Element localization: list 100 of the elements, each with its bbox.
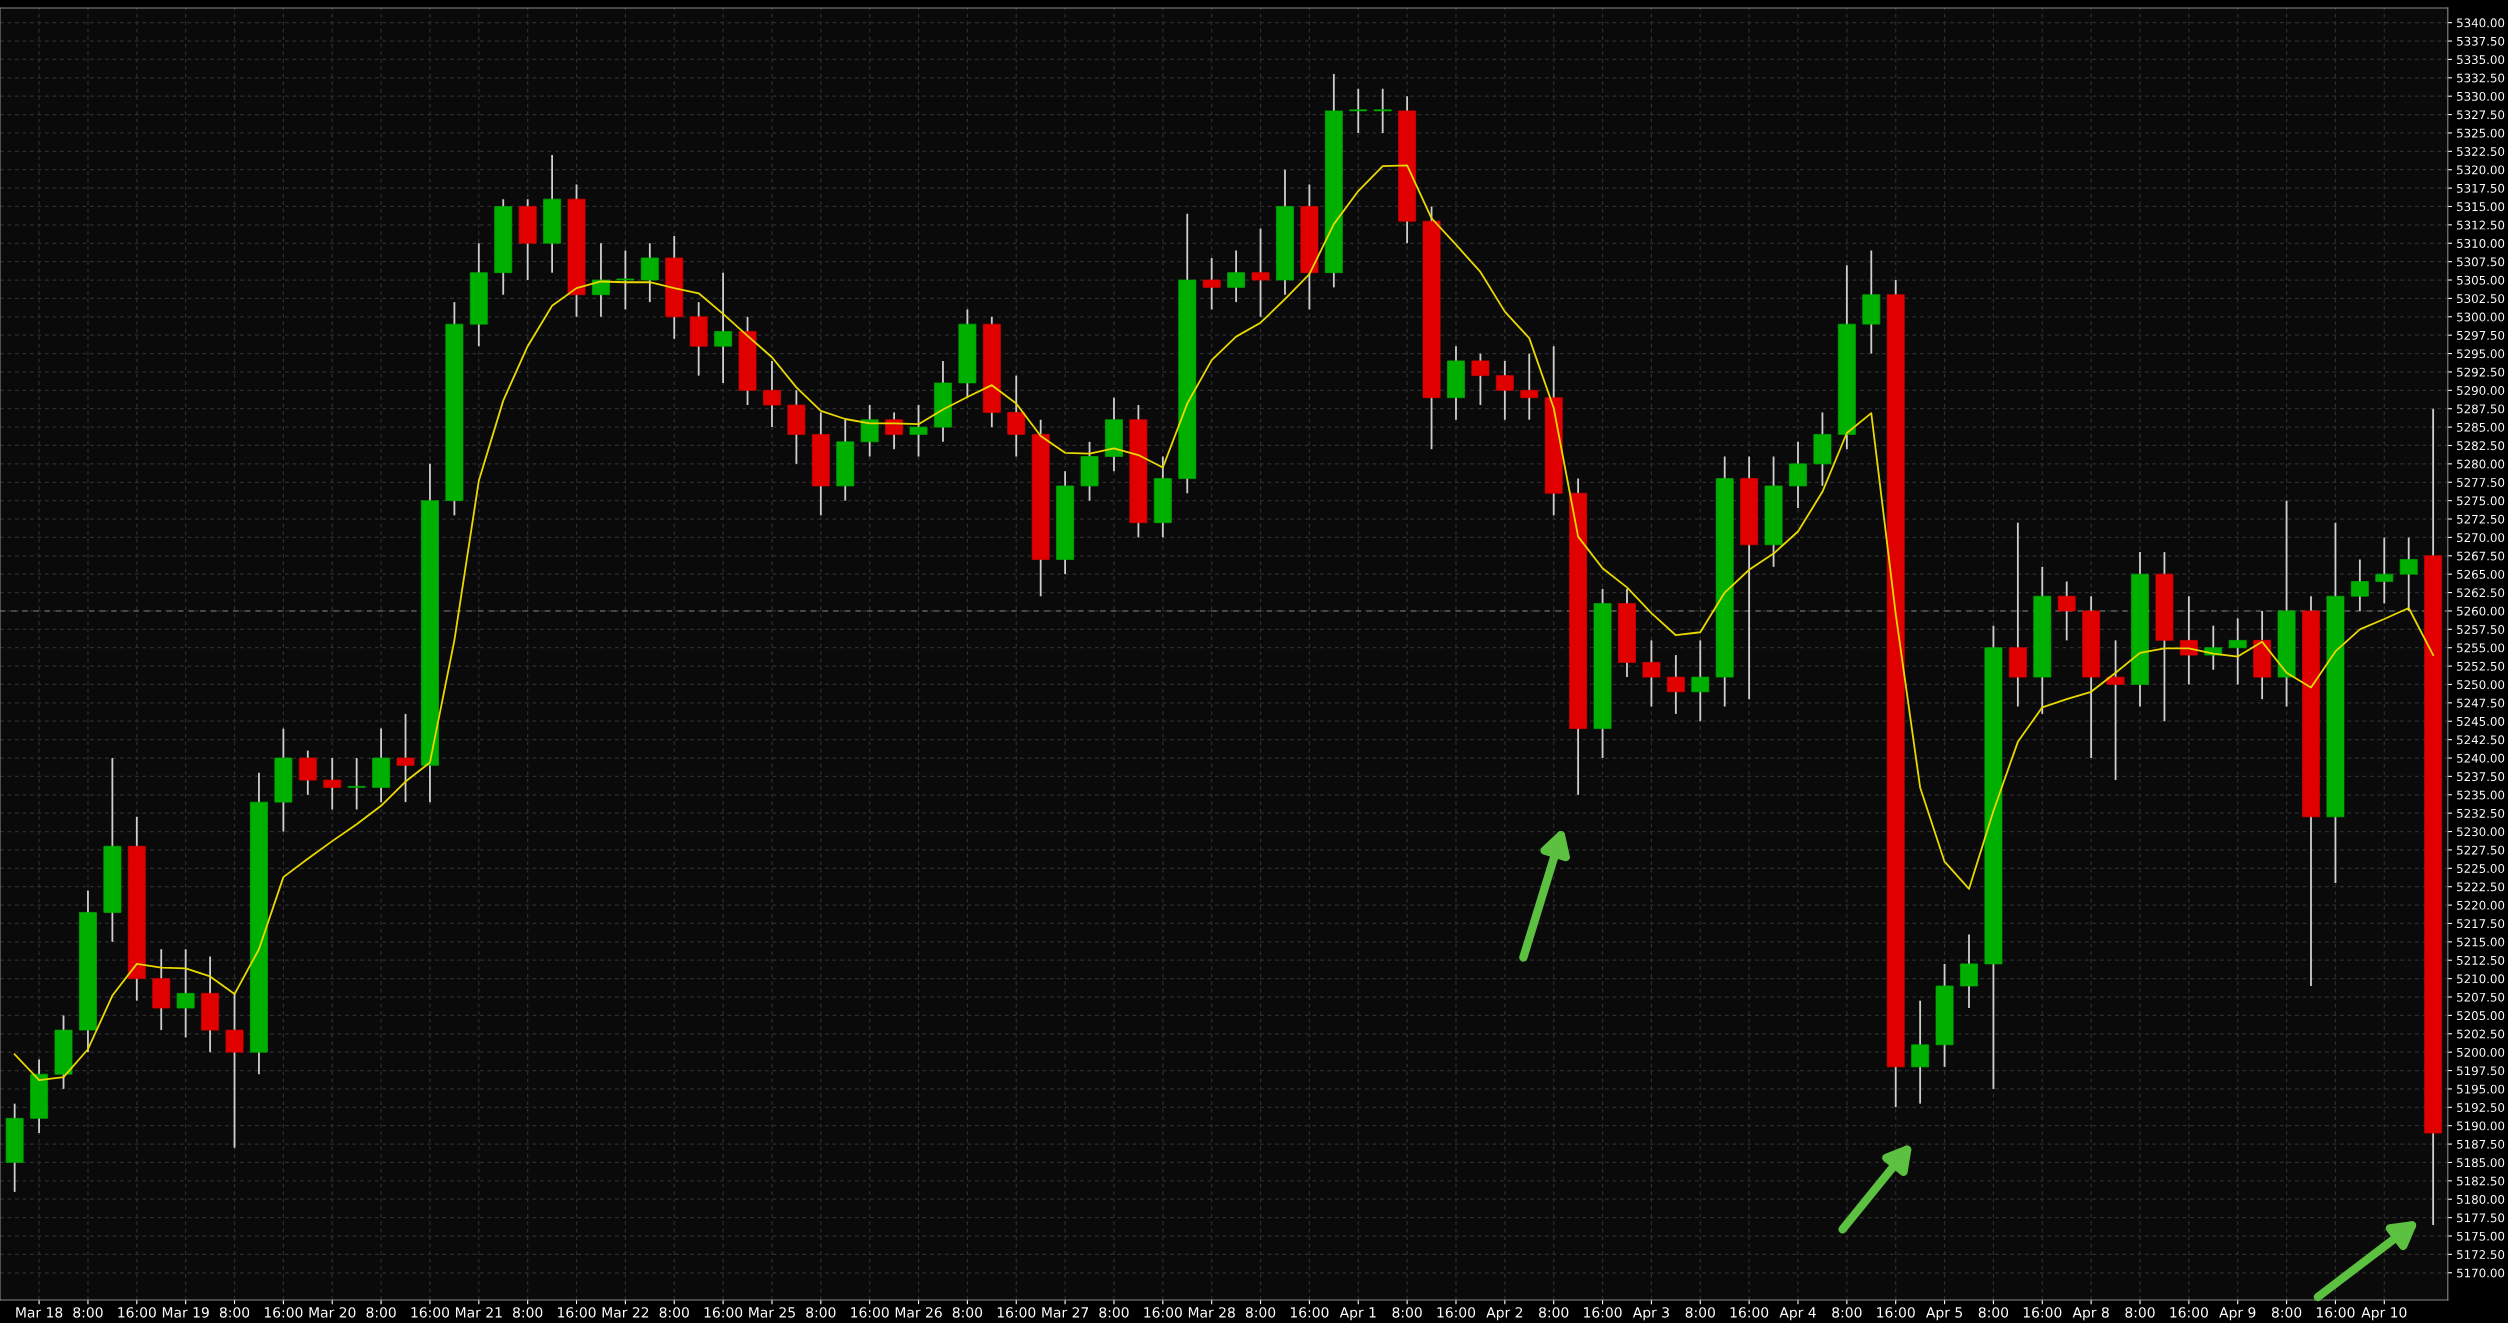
line-series (13, 164, 2435, 1082)
candlestick (885, 411, 904, 451)
x-tick-label: 8:00 (1832, 1307, 1862, 1318)
candlestick (616, 249, 635, 311)
candlestick (592, 242, 610, 318)
x-tick-label: 16:00 (2316, 1307, 2355, 1318)
x-tick-label: 16:00 (558, 1307, 596, 1318)
y-tick-label: 5267.50 (2457, 551, 2505, 561)
y-tick-label: 5220.00 (2457, 900, 2505, 910)
y-tick-label: 5185.00 (2457, 1158, 2505, 1168)
x-tick-label: 16:00 (1437, 1307, 1476, 1318)
x-tick-label: 16:00 (411, 1307, 450, 1318)
y-tick-label: 5217.50 (2457, 919, 2505, 929)
x-tick-label: 8:00 (1539, 1307, 1569, 1318)
candlestick (714, 271, 733, 384)
x-tick-label: Apr 1 (1339, 1307, 1376, 1321)
y-tick-label: 5277.50 (2457, 477, 2505, 487)
y-tick-label: 5177.50 (2457, 1213, 2505, 1223)
candlestick (763, 360, 781, 429)
y-tick-label: 5302.50 (2457, 294, 2505, 304)
candlestick (2057, 580, 2076, 642)
y-tick-label: 5235.00 (2457, 790, 2505, 800)
x-tick-label: Mar 21 (456, 1307, 502, 1318)
x-tick-label: 8:00 (1392, 1307, 1422, 1318)
x-tick-label: 8:00 (2125, 1307, 2155, 1318)
x-tick-label: 16:00 (1144, 1307, 1182, 1318)
y-tick-label: 5340.00 (2457, 18, 2505, 28)
y-tick-label: 5175.00 (2457, 1231, 2505, 1241)
x-tick-label: Apr 9 (2219, 1307, 2256, 1321)
candlestick (1666, 654, 1685, 715)
y-tick-label: 5335.00 (2457, 55, 2505, 65)
y-tick-label: 5195.00 (2457, 1084, 2505, 1094)
candlestick (2106, 639, 2125, 781)
y-tick-label: 5280.00 (2457, 459, 2505, 469)
candlestick (2228, 617, 2247, 686)
candlestick (2399, 536, 2418, 612)
y-tick-label: 5245.00 (2457, 716, 2505, 726)
x-tick-label: Mar 19 (162, 1307, 209, 1318)
candlestick (1520, 352, 1539, 421)
y-tick-label: 5207.50 (2457, 992, 2505, 1002)
x-tick-label: Mar 25 (749, 1307, 795, 1318)
x-tick-label: Mar 18 (16, 1307, 63, 1318)
y-tick-label: 5187.50 (2457, 1139, 2505, 1149)
x-tick-label: 16:00 (1730, 1307, 1769, 1318)
y-tick-label: 5210.00 (2457, 974, 2505, 984)
candlestick (1251, 227, 1270, 318)
candlestick (860, 404, 879, 458)
y-tick-label: 5287.50 (2457, 404, 2505, 414)
y-tick-label: 5200.00 (2457, 1047, 2505, 1057)
candlestick (1007, 374, 1026, 458)
candlestick (1911, 999, 1930, 1105)
y-tick-label: 5250.00 (2457, 680, 2505, 690)
candlestick (640, 242, 659, 303)
candlestick (347, 757, 366, 811)
x-tick-label: 16:00 (997, 1307, 1036, 1318)
y-tick-label: 5270.00 (2457, 533, 2505, 543)
candlestick (1202, 257, 1221, 311)
y-tick-label: 5252.50 (2457, 661, 2505, 671)
x-tick-label: 8:00 (1245, 1307, 1276, 1318)
y-tick-label: 5232.50 (2457, 808, 2505, 818)
x-tick-label: 8:00 (366, 1307, 396, 1318)
x-tick-label: Mar 27 (1042, 1307, 1089, 1318)
y-tick-label: 5180.00 (2457, 1194, 2505, 1204)
y-tick-label: 5172.50 (2457, 1250, 2505, 1260)
y-tick-label: 5307.50 (2457, 257, 2505, 267)
candlestick (225, 992, 244, 1149)
candlestick (2375, 536, 2394, 605)
x-tick-label: 8:00 (2271, 1307, 2302, 1318)
x-tick-label: 16:00 (264, 1307, 303, 1318)
y-tick-label: 5297.50 (2457, 330, 2505, 340)
x-tick-label: Apr 5 (1926, 1307, 1962, 1321)
y-tick-label: 5190.00 (2457, 1121, 2505, 1131)
x-tick-label: 16:00 (118, 1307, 156, 1318)
y-tick-label: 5247.50 (2457, 698, 2505, 708)
y-tick-label: 5322.50 (2457, 147, 2505, 156)
candlestick (396, 712, 415, 804)
candlestick (2179, 595, 2198, 686)
y-tick-label: 5197.50 (2457, 1066, 2505, 1076)
x-tick-label: 16:00 (1290, 1307, 1329, 1318)
y-tick-label: 5262.50 (2457, 588, 2505, 598)
y-tick-label: 5215.00 (2457, 937, 2505, 947)
y-tick-label: 5255.00 (2457, 643, 2505, 653)
x-tick-label: Mar 28 (1188, 1307, 1235, 1318)
y-tick-label: 5317.50 (2457, 183, 2505, 193)
candlestick (1960, 933, 1978, 1009)
y-tick-label: 5237.50 (2457, 772, 2505, 782)
x-tick-label: Mar 26 (895, 1307, 942, 1318)
y-tick-label: 5272.50 (2457, 514, 2505, 524)
y-tick-label: 5192.50 (2457, 1103, 2505, 1112)
y-tick-label: 5285.00 (2457, 422, 2505, 432)
candlestick (298, 749, 317, 796)
y-tick-label: 5337.50 (2457, 36, 2505, 46)
y-tick-label: 5315.00 (2457, 202, 2505, 212)
y-tick-label: 5275.00 (2457, 496, 2505, 506)
x-tick-label: 16:00 (1877, 1307, 1915, 1318)
y-tick-label: 5240.00 (2457, 753, 2505, 763)
x-tick-label: 8:00 (1099, 1307, 1129, 1318)
candlestick (1691, 639, 1710, 723)
y-tick-label: 5327.50 (2457, 110, 2505, 120)
x-tick-label: 8:00 (952, 1307, 983, 1318)
